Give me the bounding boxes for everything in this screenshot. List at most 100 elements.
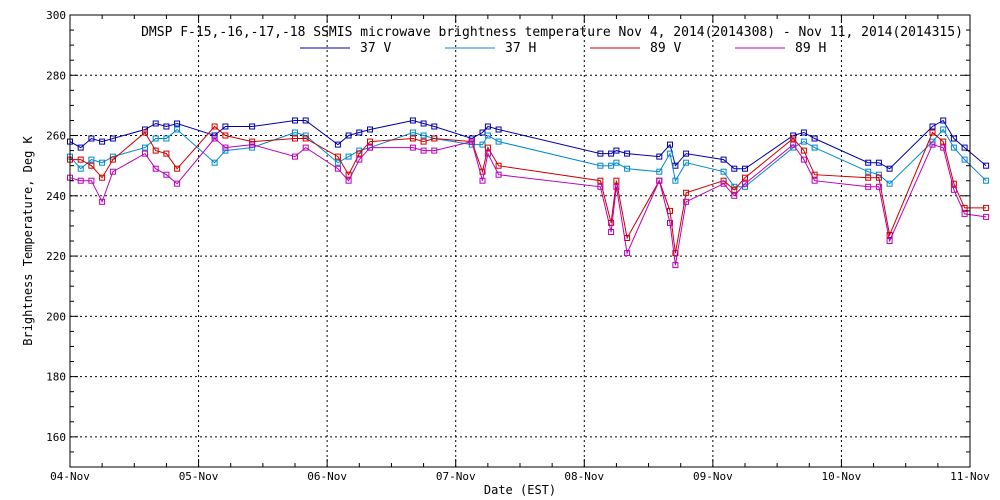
data-point: [865, 168, 872, 175]
data-point: [811, 177, 818, 184]
grid-lines: [70, 15, 970, 467]
data-point: [174, 165, 181, 172]
data-point: [367, 126, 373, 133]
data-point: [742, 174, 748, 181]
data-point: [929, 123, 936, 130]
legend-label: 37 V: [360, 41, 391, 56]
data-point: [800, 156, 807, 163]
data-point: [356, 150, 363, 157]
data-point: [875, 159, 882, 166]
data-point: [597, 183, 604, 190]
series-layer: [67, 117, 990, 269]
data-point: [683, 159, 690, 166]
y-tick-label: 280: [46, 69, 66, 82]
data-point: [211, 123, 218, 130]
data-point: [484, 123, 491, 130]
data-point: [345, 153, 352, 160]
data-point: [174, 126, 181, 133]
data-point: [334, 165, 341, 172]
data-point: [495, 126, 502, 133]
data-point: [597, 162, 604, 169]
data-point: [211, 159, 218, 166]
data-point: [99, 198, 106, 205]
legend-label: 89 V: [650, 41, 681, 56]
data-point: [468, 138, 475, 145]
data-point: [950, 144, 957, 151]
data-point: [142, 144, 148, 151]
data-point: [420, 132, 427, 139]
axis-ticks: [69, 14, 971, 467]
data-point: [983, 162, 990, 169]
y-tick-label: 220: [46, 250, 66, 263]
data-point: [222, 123, 229, 130]
data-point: [163, 135, 170, 142]
x-tick-label: 11-Nov: [950, 470, 990, 483]
x-tick-label: 10-Nov: [822, 470, 862, 483]
data-point: [624, 150, 631, 157]
data-point: [683, 189, 690, 196]
data-point: [77, 156, 84, 163]
data-point: [163, 150, 170, 157]
series-line: [69, 119, 987, 170]
y-tick-label: 300: [46, 9, 66, 22]
data-point: [163, 123, 170, 130]
data-point: [731, 192, 738, 199]
data-point: [667, 219, 673, 226]
chart-title: DMSP F-15,-16,-17,-18 SSMIS microwave br…: [141, 25, 963, 40]
x-axis-label: Date (EST): [484, 483, 556, 497]
data-point: [800, 129, 807, 136]
data-point: [597, 177, 604, 184]
data-point: [742, 165, 748, 172]
x-tick-label: 04-Nov: [50, 470, 90, 483]
data-point: [109, 168, 116, 175]
series-line: [70, 125, 987, 254]
data-point: [88, 135, 95, 142]
data-point: [950, 135, 957, 142]
data-point: [99, 138, 106, 145]
data-point: [174, 120, 181, 127]
data-point: [292, 117, 298, 124]
data-point: [409, 129, 416, 136]
data-point: [672, 262, 679, 269]
data-point: [163, 171, 170, 178]
data-point: [608, 229, 615, 235]
data-point: [345, 177, 352, 184]
legend-label: 37 H: [505, 41, 536, 56]
data-point: [811, 135, 818, 142]
data-point: [142, 150, 148, 157]
data-point: [152, 147, 159, 154]
data-point: [99, 174, 106, 181]
series-line: [69, 128, 987, 188]
data-point: [624, 250, 631, 257]
data-point: [656, 177, 663, 184]
data-point: [420, 120, 427, 127]
data-point: [142, 129, 148, 136]
data-point: [940, 117, 947, 124]
data-point: [731, 165, 738, 172]
data-point: [88, 177, 95, 184]
data-point: [950, 186, 957, 193]
data-point: [345, 132, 352, 139]
data-point: [468, 135, 475, 142]
data-point: [672, 177, 679, 184]
x-tick-label: 09-Nov: [693, 470, 733, 483]
data-point: [624, 165, 631, 172]
data-point: [683, 150, 690, 157]
data-point: [292, 135, 298, 142]
data-point: [292, 153, 298, 160]
data-point: [479, 177, 486, 184]
data-point: [983, 177, 990, 184]
data-point: [431, 135, 438, 142]
data-point: [431, 123, 438, 130]
data-point: [334, 159, 341, 166]
series-line: [69, 137, 987, 266]
data-point: [302, 135, 309, 142]
data-point: [109, 156, 116, 163]
y-tick-label: 200: [46, 310, 66, 323]
data-point: [961, 156, 968, 163]
data-point: [484, 132, 491, 139]
data-point: [77, 165, 84, 172]
data-point: [222, 132, 229, 139]
data-point: [77, 144, 84, 151]
data-point: [940, 144, 947, 151]
